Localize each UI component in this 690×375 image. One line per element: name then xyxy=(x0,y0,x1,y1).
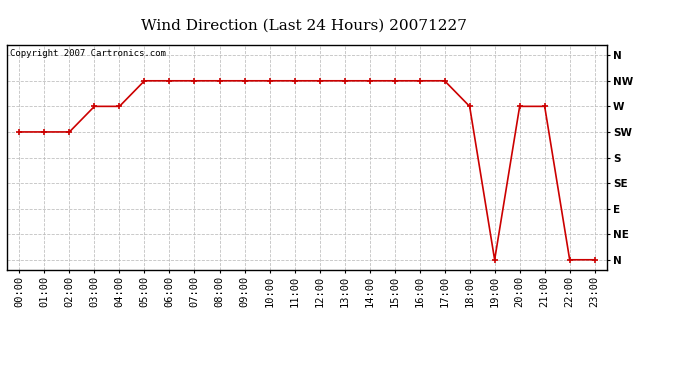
Text: Wind Direction (Last 24 Hours) 20071227: Wind Direction (Last 24 Hours) 20071227 xyxy=(141,19,466,33)
Text: Copyright 2007 Cartronics.com: Copyright 2007 Cartronics.com xyxy=(10,50,166,58)
